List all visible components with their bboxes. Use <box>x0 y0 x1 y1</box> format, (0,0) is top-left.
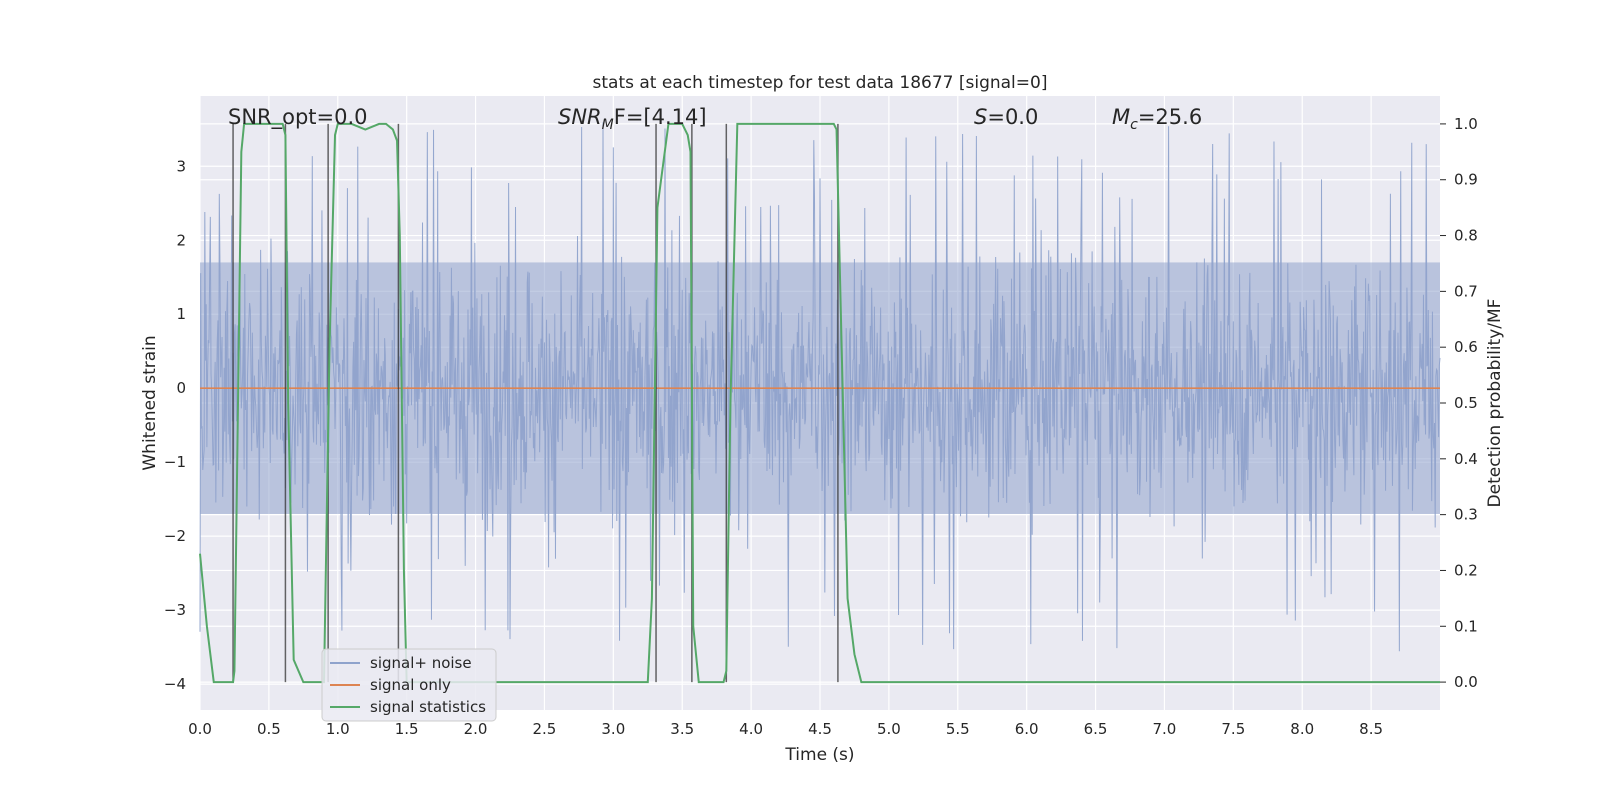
annotation-s-stat-symbol: S <box>974 105 987 129</box>
y-axis-right-label: Detection probability/MF <box>1485 299 1505 508</box>
legend-label-signal-only: signal only <box>370 676 451 694</box>
x-tick-label-8: 4.0 <box>739 720 763 738</box>
x-tick-label-2: 1.0 <box>326 720 350 738</box>
y-axis-right-ticks: 0.0 0.1 0.2 0.3 0.4 0.5 0.6 0.7 0.8 0.9 1.0 <box>1440 115 1478 691</box>
series-signal-statistics <box>199 122 1440 684</box>
y-axis-left-ticks: −4 −3 −2 −1 0 1 2 3 <box>164 157 186 693</box>
x-tick-label-1: 0.5 <box>257 720 281 738</box>
annotation-s-stat-rest: =0.0 <box>987 105 1038 129</box>
y-right-tick-label-7: 0.7 <box>1454 282 1478 300</box>
y-right-tick-label-3: 0.3 <box>1454 506 1478 524</box>
x-tick-label-14: 7.0 <box>1153 720 1177 738</box>
x-tick-label-17: 8.5 <box>1359 720 1383 738</box>
legend-label-signal-noise: signal+ noise <box>370 654 472 672</box>
legend-label-signal-statistics: signal statistics <box>370 698 486 716</box>
x-tick-label-4: 2.0 <box>464 720 488 738</box>
y-axis-left-label: Whitened strain <box>140 335 160 470</box>
x-tick-label-13: 6.5 <box>1084 720 1108 738</box>
x-tick-label-6: 3.0 <box>601 720 625 738</box>
annotation-snr-mf-rest: F=[4.14] <box>614 105 707 129</box>
x-tick-label-11: 5.5 <box>946 720 970 738</box>
annotation-mc-sub: c <box>1130 117 1138 133</box>
y-right-tick-label-5: 0.5 <box>1454 394 1478 412</box>
x-tick-label-16: 8.0 <box>1290 720 1314 738</box>
chart-title: stats at each timestep for test data 186… <box>593 73 1048 93</box>
x-axis-ticks: 0.0 0.5 1.0 1.5 2.0 2.5 3.0 3.5 4.0 4.5 5.0 5.5 6.0 6… <box>188 720 1383 738</box>
annotation-s-stat: S=0.0 <box>974 105 1038 129</box>
y-left-tick-label-6: 2 <box>176 231 186 249</box>
y-left-tick-label-0: −4 <box>164 675 186 693</box>
x-tick-label-10: 5.0 <box>877 720 901 738</box>
annotation-snr-mf-base: SNR <box>558 105 602 129</box>
y-right-tick-label-0: 0.0 <box>1454 673 1478 691</box>
annotation-snr-mf: SNRMF=[4.14] <box>558 105 707 133</box>
x-tick-label-7: 3.5 <box>670 720 694 738</box>
y-left-tick-label-2: −2 <box>164 527 186 545</box>
y-right-tick-label-10: 1.0 <box>1454 115 1478 133</box>
x-tick-label-12: 6.0 <box>1015 720 1039 738</box>
x-axis-label: Time (s) <box>784 745 854 765</box>
y-right-tick-label-4: 0.4 <box>1454 450 1478 468</box>
legend-frame <box>321 648 497 722</box>
y-left-tick-label-4: 0 <box>176 379 186 397</box>
y-right-tick-label-9: 0.9 <box>1454 171 1478 189</box>
x-tick-label-0: 0.0 <box>188 720 212 738</box>
annotation-mc-symbol: M <box>1112 105 1130 129</box>
y-right-tick-label-2: 0.2 <box>1454 561 1478 579</box>
signal-statistics-line <box>199 122 1440 684</box>
x-tick-label-15: 7.5 <box>1221 720 1245 738</box>
y-left-tick-label-5: 1 <box>176 305 186 323</box>
x-tick-label-9: 4.5 <box>808 720 832 738</box>
annotation-mc: Mc=25.6 <box>1112 105 1202 133</box>
x-tick-label-3: 1.5 <box>395 720 419 738</box>
y-left-tick-label-7: 3 <box>176 157 186 175</box>
y-right-tick-label-1: 0.1 <box>1454 617 1478 635</box>
annotation-mc-rest: =25.6 <box>1138 105 1202 129</box>
legend: signal+ noise signal only signal statist… <box>321 648 497 722</box>
annotation-snr-opt: SNR_opt=0.0 <box>228 105 368 130</box>
y-left-tick-label-1: −3 <box>164 601 186 619</box>
x-tick-label-5: 2.5 <box>533 720 557 738</box>
y-left-tick-label-3: −1 <box>164 453 186 471</box>
y-right-tick-label-8: 0.8 <box>1454 227 1478 245</box>
annotation-snr-mf-sub: M <box>602 117 614 133</box>
y-right-tick-label-6: 0.6 <box>1454 338 1478 356</box>
